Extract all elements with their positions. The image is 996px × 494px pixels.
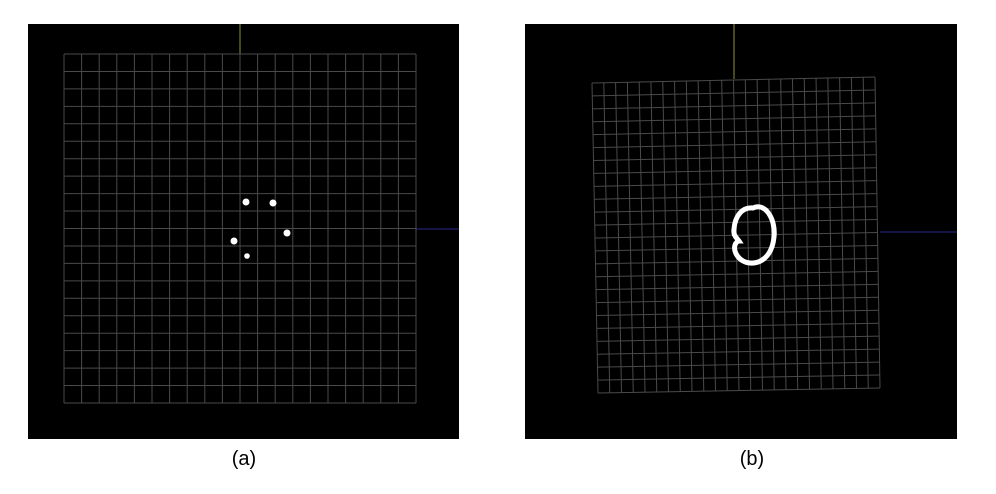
panel-b-scene [591, 24, 957, 394]
marker-dot [269, 199, 277, 207]
caption-b: (b) [739, 448, 765, 470]
grid-line-vertical [874, 76, 881, 389]
marker-dot [283, 229, 291, 237]
grid-line-vertical [862, 77, 869, 389]
grid-line-horizontal [597, 361, 880, 368]
marker-dots [230, 198, 291, 259]
grid-line-horizontal [597, 374, 880, 381]
grid-line-vertical [850, 77, 857, 389]
panel-a [28, 24, 459, 439]
grid-b [591, 76, 881, 394]
grid-line-horizontal [597, 387, 881, 394]
marker-dot [244, 253, 250, 259]
grid-a [63, 53, 417, 404]
grid-line-vertical [839, 77, 846, 389]
grid-line-horizontal [596, 335, 880, 342]
marker-dot [230, 237, 238, 245]
panel-b [525, 24, 957, 439]
panel-a-scene [63, 24, 459, 404]
marker-dot [242, 198, 250, 206]
grid-line-horizontal [597, 348, 880, 355]
caption-a: (a) [231, 448, 257, 470]
bean-outline [731, 204, 777, 266]
